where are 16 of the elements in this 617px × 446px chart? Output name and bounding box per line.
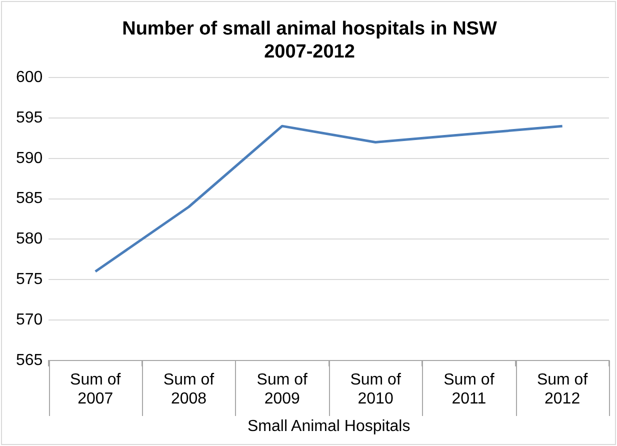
x-tick-label: Sum of 2009 <box>256 371 308 408</box>
chart-title: Number of small animal hospitals in NSW 2007-2012 <box>122 18 497 62</box>
x-tick-label: Sum of 2010 <box>350 371 402 408</box>
y-tick-label: 600 <box>16 69 43 86</box>
y-tick-label: 570 <box>16 311 43 328</box>
x-tick-label: Sum of 2008 <box>163 371 215 408</box>
y-tick-label: 595 <box>16 109 43 126</box>
x-axis-title: Small Animal Hospitals <box>247 418 410 435</box>
x-tick-label: Sum of 2011 <box>444 371 495 408</box>
x-tick-label: Sum of 2007 <box>70 371 122 408</box>
y-tick-label: 590 <box>16 150 43 167</box>
y-tick-label: 575 <box>16 271 43 288</box>
y-tick-label: 580 <box>16 230 43 248</box>
x-tick-label: Sum of 2012 <box>536 371 588 408</box>
y-tick-label: 585 <box>16 190 43 208</box>
y-tick-label: 565 <box>16 352 43 369</box>
